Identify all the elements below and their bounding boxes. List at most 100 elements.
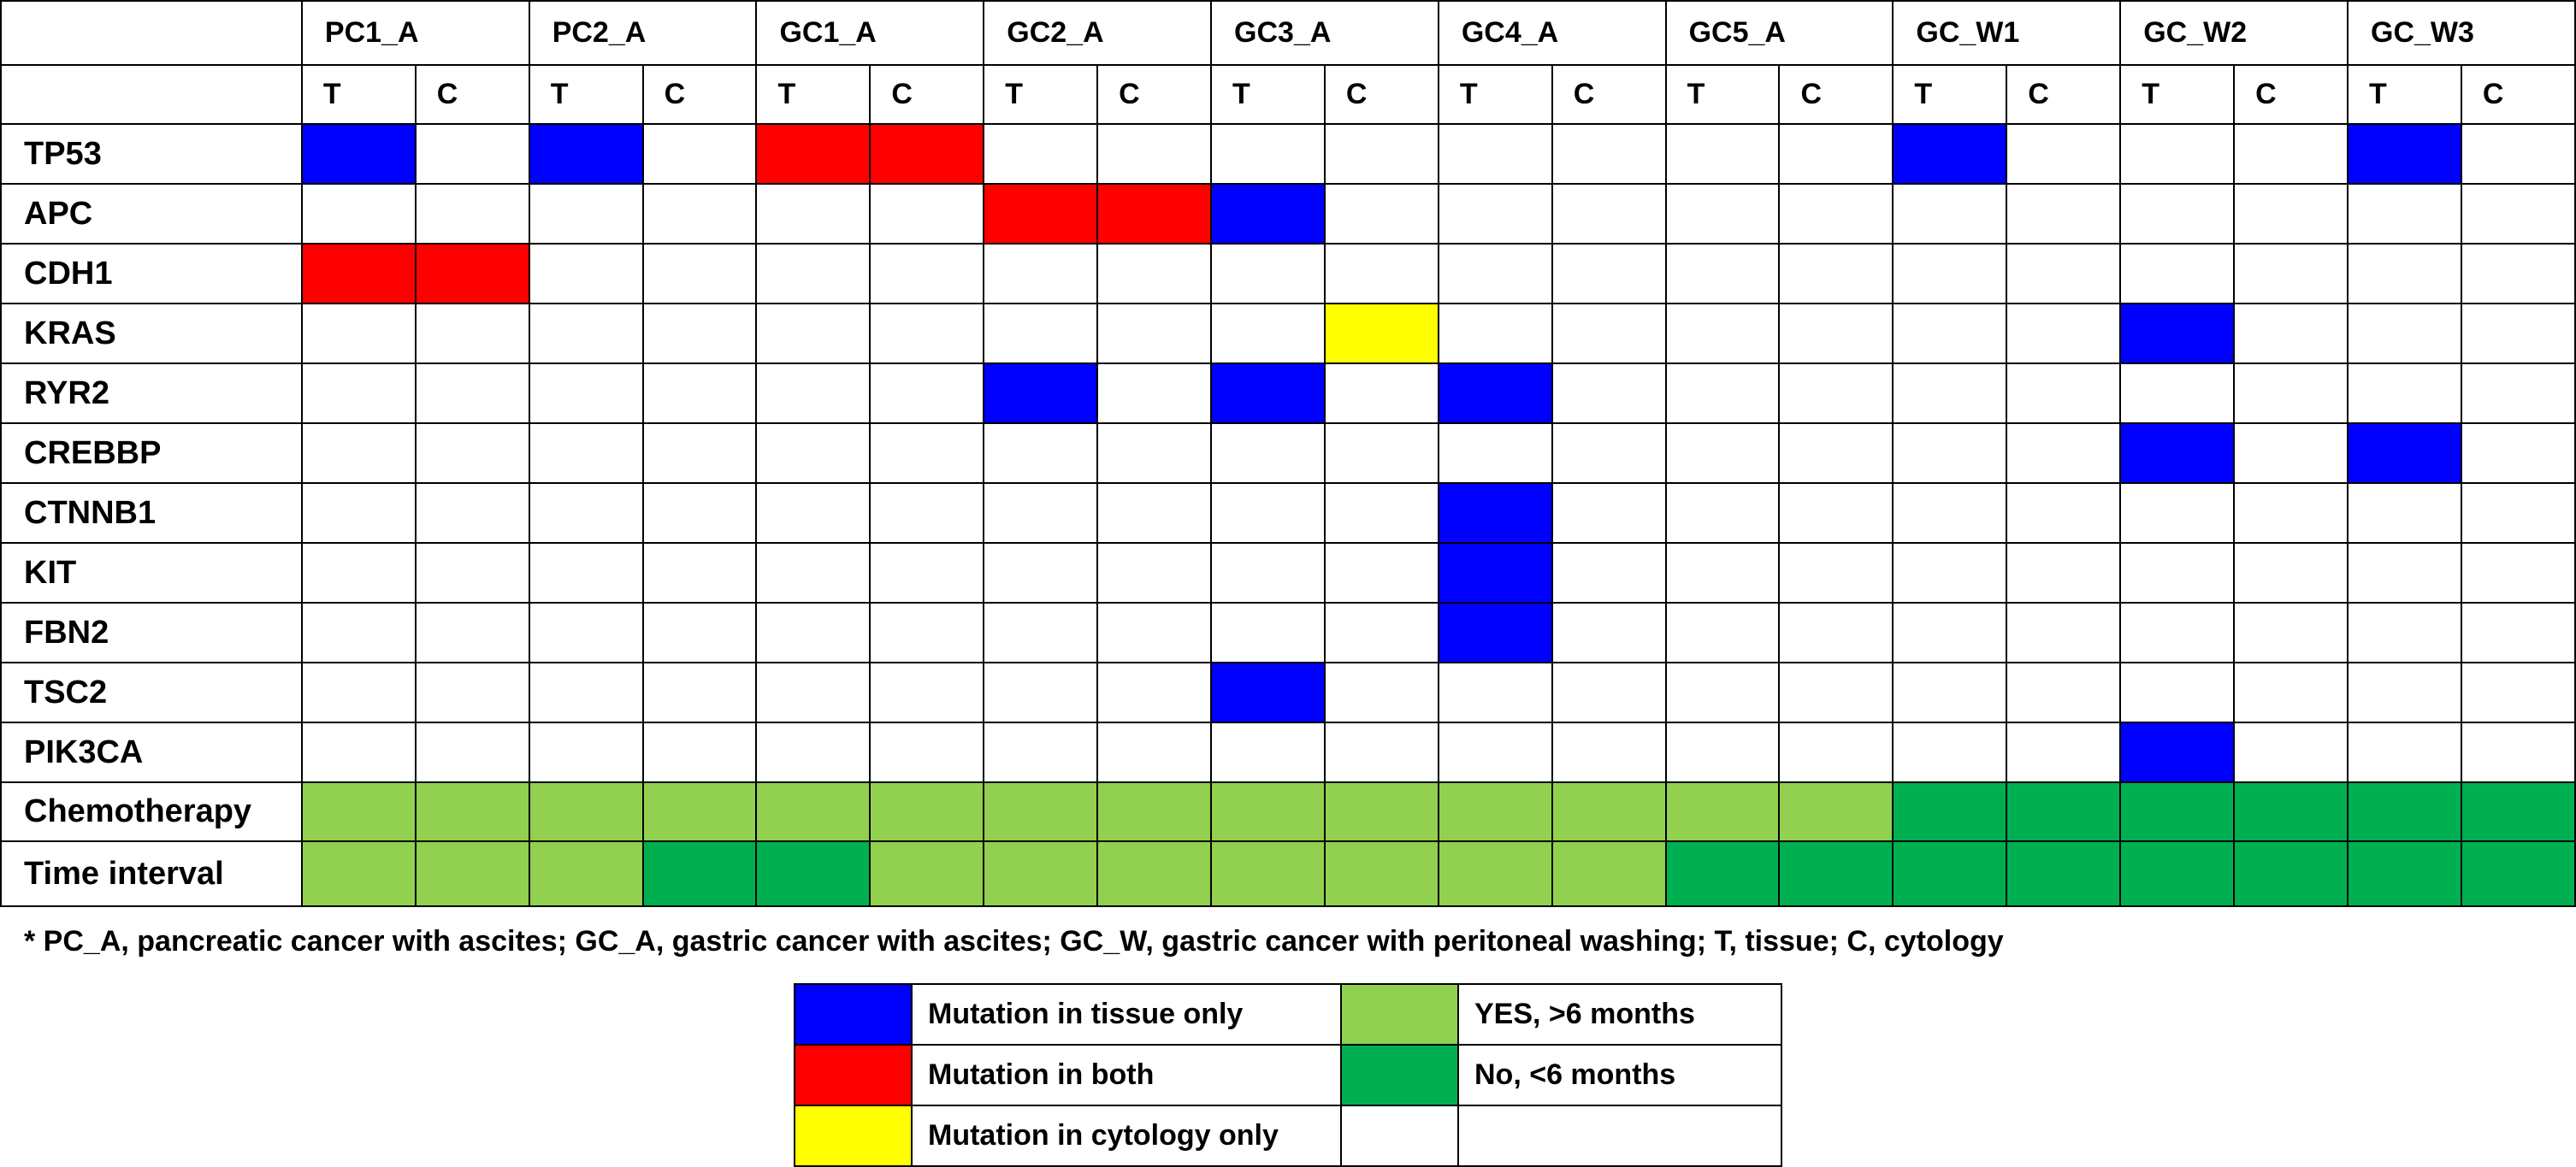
mutation-cell (1096, 662, 1213, 723)
header-row-samples: PC1_A PC2_A GC1_A GC2_A GC3_A GC4_A GC5_A GC_W1… (0, 0, 2576, 66)
mutation-cell (1323, 482, 1439, 544)
mutation-cell (2460, 662, 2576, 723)
mutation-cell (755, 722, 871, 783)
mutation-cell (641, 183, 758, 245)
mutation-cell (1892, 662, 2008, 723)
mutation-cell (1778, 362, 1894, 424)
mutation-cell (641, 123, 758, 185)
gene-row: CREBBP (0, 422, 2576, 484)
mutation-cell (1778, 243, 1894, 304)
mutation-cell (755, 542, 871, 604)
clinical-cell (1551, 781, 1667, 842)
subcolumn-header: C (869, 64, 985, 125)
sample-header: GC_W2 (2119, 0, 2349, 66)
mutation-cell (755, 183, 871, 245)
legend-swatch (1340, 1105, 1459, 1167)
clinical-cell (2233, 781, 2349, 842)
mutation-cell (2119, 542, 2236, 604)
mutation-cell (2006, 183, 2122, 245)
gene-row: CTNNB1 (0, 482, 2576, 544)
mutation-cell (2233, 602, 2349, 663)
clinical-cell (1096, 781, 1213, 842)
legend: Mutation in tissue only YES, >6 months Mut… (794, 983, 1782, 1167)
mutation-cell (1664, 602, 1781, 663)
subcolumn-header: C (1551, 64, 1667, 125)
mutation-cell (641, 722, 758, 783)
subcolumn-header: C (2006, 64, 2122, 125)
clinical-cell (528, 781, 644, 842)
clinical-cell (528, 840, 644, 907)
legend-label: YES, >6 months (1457, 983, 1782, 1046)
clinical-cell (2460, 840, 2576, 907)
legend-swatch (794, 983, 913, 1046)
clinical-cell (2006, 781, 2122, 842)
subcolumn-header: T (528, 64, 644, 125)
mutation-cell (1437, 303, 1553, 364)
mutation-cell (2119, 303, 2236, 364)
mutation-cell (983, 482, 1099, 544)
mutation-cell (1323, 183, 1439, 245)
legend-swatch (794, 1044, 913, 1106)
mutation-cell (300, 722, 417, 783)
subcolumn-header: T (983, 64, 1099, 125)
mutation-cell (528, 542, 644, 604)
clinical-cell (1778, 781, 1894, 842)
mutation-cell (2233, 722, 2349, 783)
mutation-cell (869, 662, 985, 723)
gene-row: RYR2 (0, 362, 2576, 424)
mutation-cell (1778, 303, 1894, 364)
mutation-cell (2119, 183, 2236, 245)
clinical-cell (414, 781, 530, 842)
mutation-cell (869, 602, 985, 663)
mutation-cell (1437, 243, 1553, 304)
clinical-cell (1437, 781, 1553, 842)
mutation-cell (1096, 602, 1213, 663)
legend-row: Mutation in cytology only (794, 1105, 1782, 1167)
mutation-cell (2233, 303, 2349, 364)
mutation-cell (1437, 662, 1553, 723)
mutation-cell (2233, 662, 2349, 723)
mutation-cell (2006, 602, 2122, 663)
mutation-cell (1323, 722, 1439, 783)
mutation-cell (1892, 123, 2008, 185)
clinical-cell (983, 781, 1099, 842)
mutation-cell (641, 303, 758, 364)
clinical-cell (641, 840, 758, 907)
mutation-cell (1096, 722, 1213, 783)
subcolumn-header: C (2233, 64, 2349, 125)
mutation-cell (2119, 482, 2236, 544)
footnote: * PC_A, pancreatic cancer with ascites; … (24, 925, 2004, 958)
legend-empty (1457, 1105, 1782, 1167)
clinical-cell (641, 781, 758, 842)
mutation-cell (869, 243, 985, 304)
subcolumn-header: T (1210, 64, 1326, 125)
mutation-cell (2460, 422, 2576, 484)
mutation-cell (528, 303, 644, 364)
clinical-cell (1096, 840, 1213, 907)
mutation-cell (983, 123, 1099, 185)
clinical-cell (2460, 781, 2576, 842)
gene-row: KIT (0, 542, 2576, 604)
mutation-cell (1778, 422, 1894, 484)
mutation-cell (1096, 303, 1213, 364)
mutation-cell (2006, 303, 2122, 364)
mutation-cell (1664, 303, 1781, 364)
mutation-cell (983, 422, 1099, 484)
mutation-cell (641, 243, 758, 304)
mutation-cell (755, 662, 871, 723)
mutation-cell (2006, 422, 2122, 484)
mutation-cell (2347, 662, 2462, 723)
mutation-cell (414, 303, 530, 364)
mutation-cell (1551, 243, 1667, 304)
clinical-cell (1664, 781, 1781, 842)
mutation-cell (983, 722, 1099, 783)
mutation-cell (2233, 422, 2349, 484)
subcolumn-header: T (1892, 64, 2008, 125)
mutation-cell (1778, 542, 1894, 604)
clinical-cell (1210, 781, 1326, 842)
mutation-cell (1437, 123, 1553, 185)
mutation-cell (1664, 123, 1781, 185)
mutation-cell (414, 362, 530, 424)
clinical-cell (1892, 781, 2008, 842)
mutation-cell (414, 602, 530, 663)
